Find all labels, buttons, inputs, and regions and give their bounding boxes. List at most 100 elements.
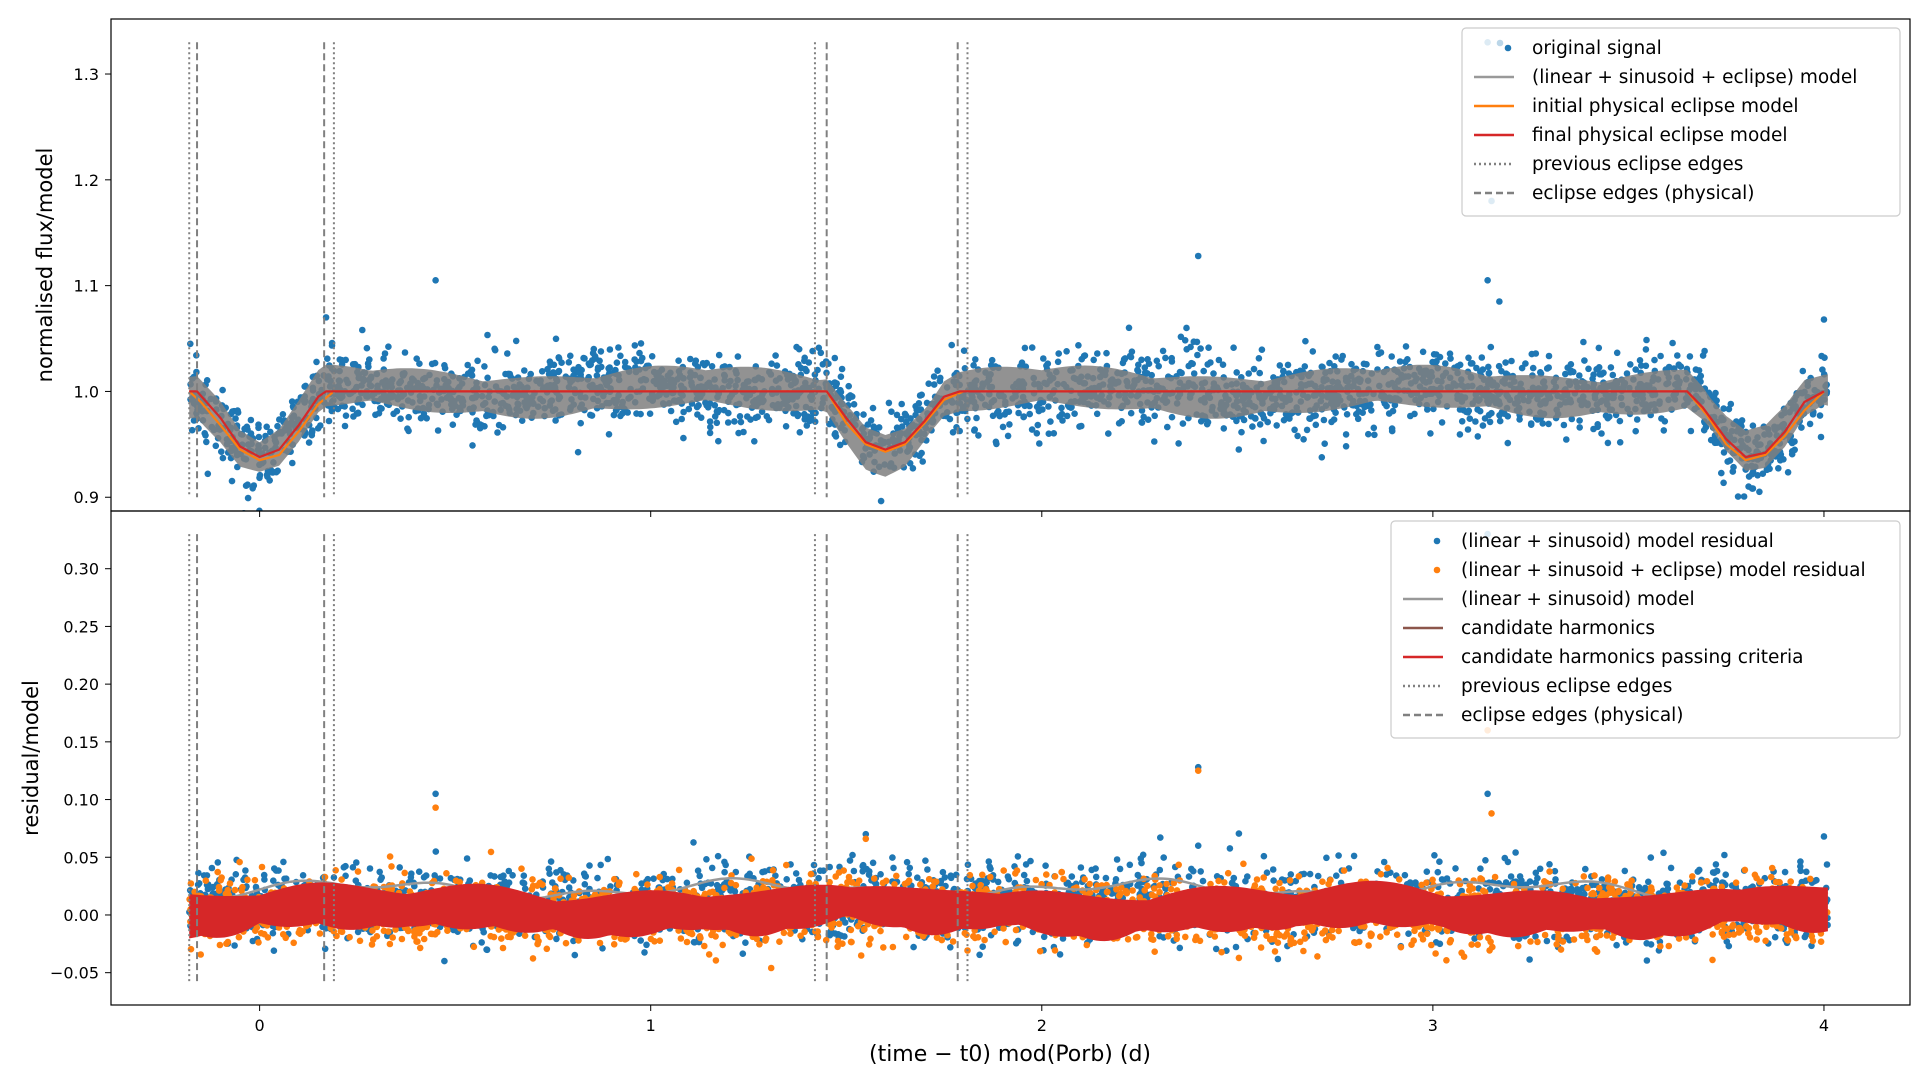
residual-point <box>1387 869 1394 876</box>
signal-point <box>706 418 714 425</box>
signal-point <box>1026 410 1033 418</box>
signal-point <box>416 360 423 368</box>
signal-point <box>363 344 371 352</box>
signal-point <box>1402 358 1409 366</box>
signal-point <box>341 403 349 410</box>
residual-point <box>281 875 288 883</box>
residual-point <box>1482 857 1489 864</box>
residual-point <box>850 867 858 875</box>
residual-point <box>1512 849 1519 856</box>
residual-point <box>194 881 202 888</box>
residual-point <box>1232 943 1240 951</box>
signal-point <box>680 408 687 416</box>
signal-point <box>1725 405 1733 413</box>
signal-point <box>1613 349 1621 357</box>
signal-point <box>637 340 645 347</box>
residual-point <box>1287 871 1295 878</box>
signal-point <box>975 432 982 439</box>
signal-point <box>1321 440 1328 448</box>
signal-point <box>1302 337 1309 345</box>
residual-point <box>463 855 471 862</box>
signal-point <box>703 402 710 409</box>
residual-point <box>1401 871 1409 879</box>
signal-point <box>1498 367 1505 375</box>
signal-point <box>1043 362 1050 370</box>
residual-point <box>607 883 614 890</box>
signal-point <box>1590 425 1597 433</box>
residual-point <box>354 928 362 936</box>
signal-point <box>1138 356 1145 364</box>
residual-point <box>694 867 702 874</box>
signal-point <box>279 411 287 418</box>
residual-point <box>1423 868 1431 875</box>
signal-point <box>255 433 263 441</box>
signal-point <box>1806 420 1814 428</box>
signal-point <box>1075 342 1082 349</box>
signal-point <box>1144 370 1151 377</box>
signal-point <box>1816 412 1824 419</box>
signal-point <box>687 355 694 363</box>
signal-point <box>1255 355 1263 362</box>
signal-point <box>1354 415 1362 423</box>
residual-point <box>976 951 983 959</box>
signal-point <box>593 372 601 379</box>
legend-label: final physical eclipse model <box>1532 125 1788 146</box>
residual-point <box>1543 937 1551 945</box>
signal-point <box>1331 363 1338 370</box>
signal-point <box>1020 413 1027 421</box>
residual-point <box>1431 852 1438 859</box>
signal-point <box>795 345 803 353</box>
signal-point <box>1593 366 1600 373</box>
residual-point <box>889 854 896 861</box>
signal-point <box>617 352 624 360</box>
residual-point <box>214 859 222 866</box>
signal-point <box>218 448 225 456</box>
residual-point <box>1040 933 1048 941</box>
signal-point <box>313 358 320 366</box>
residual-point <box>269 929 277 937</box>
top-y-axis-label: normalised flux/model <box>33 148 57 383</box>
residual-point <box>1613 941 1620 949</box>
legend-marker <box>1504 44 1512 52</box>
signal-point <box>1616 417 1624 425</box>
signal-point <box>1338 356 1345 363</box>
signal-point <box>518 417 526 425</box>
signal-point <box>1633 416 1641 423</box>
residual-point <box>663 875 671 883</box>
signal-point <box>1675 361 1683 369</box>
residual-point <box>1452 865 1459 872</box>
signal-point <box>701 361 708 369</box>
signal-point <box>1036 440 1043 447</box>
signal-point <box>1643 336 1650 344</box>
signal-point <box>1094 350 1101 357</box>
residual-point <box>478 939 486 946</box>
signal-point <box>1280 416 1288 424</box>
residual-point <box>1660 849 1667 857</box>
signal-point <box>469 442 476 449</box>
signal-point <box>1220 425 1228 432</box>
signal-point <box>631 356 638 363</box>
residual-point <box>1643 957 1651 964</box>
signal-point <box>1486 418 1494 426</box>
signal-point <box>1028 426 1036 433</box>
signal-point <box>1396 358 1404 365</box>
signal-point <box>936 377 944 385</box>
signal-point <box>988 356 996 364</box>
signal-point <box>464 361 472 369</box>
signal-point <box>1430 351 1438 358</box>
signal-point <box>907 415 914 422</box>
signal-point <box>552 417 559 424</box>
signal-point <box>1055 350 1062 357</box>
residual-point <box>669 875 676 883</box>
residual-point <box>1333 872 1340 879</box>
signal-point <box>481 363 488 370</box>
residual-point <box>759 868 766 876</box>
residual-point <box>1501 854 1509 862</box>
signal-point <box>1365 430 1372 438</box>
signal-point <box>1177 333 1185 341</box>
residual-point <box>1664 880 1671 888</box>
signal-point <box>1138 419 1145 426</box>
signal-point <box>1318 363 1326 371</box>
residual-point <box>1645 878 1652 886</box>
residual-point <box>366 865 374 872</box>
